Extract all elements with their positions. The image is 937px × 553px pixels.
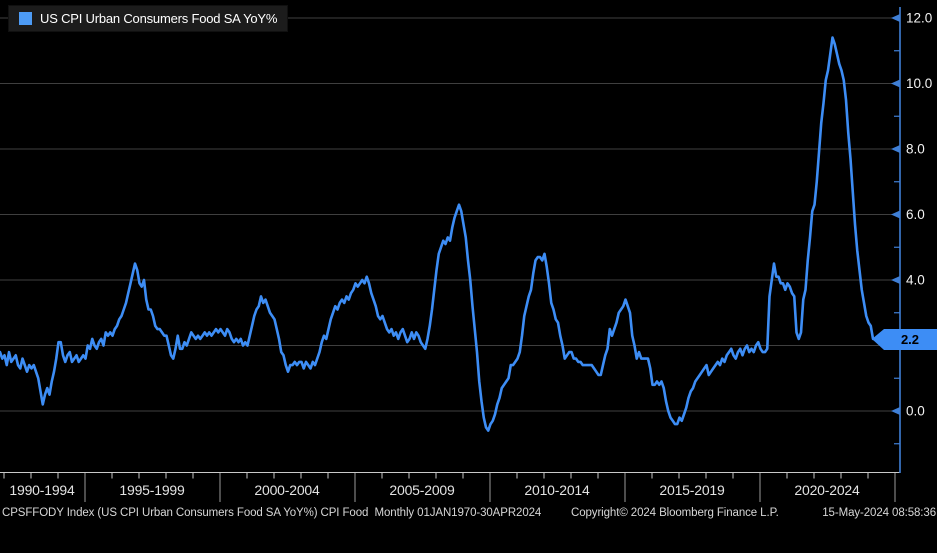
x-axis-label: 2010-2014	[524, 482, 590, 498]
footer-copyright: Copyright© 2024 Bloomberg Finance L.P.	[571, 507, 779, 519]
y-axis-label: 12.0	[906, 11, 932, 26]
y-axis-label: 4.0	[906, 273, 925, 288]
x-axis-label: 2020-2024	[794, 482, 860, 498]
y-tick-arrow-icon	[891, 145, 900, 153]
legend-swatch-icon	[19, 12, 32, 25]
series-line[interactable]	[0, 36, 879, 432]
y-tick-arrow-icon	[891, 79, 900, 88]
footer: CPSFFODY Index (US CPI Urban Consumers F…	[0, 505, 937, 522]
x-axis-label: 1995-1999	[119, 482, 185, 498]
footer-timestamp: 15-May-2024 08:58:36	[822, 507, 936, 519]
last-value-badge	[872, 329, 937, 350]
footer-ticker-info: CPSFFODY Index (US CPI Urban Consumers F…	[2, 507, 542, 519]
y-tick-arrow-icon	[891, 276, 900, 284]
y-axis-label: 0.0	[906, 404, 925, 419]
y-axis-label: 8.0	[906, 142, 925, 157]
cpi-food-yoy-chart[interactable]: 0.02.04.06.08.010.012.01990-19941995-199…	[0, 0, 937, 522]
last-value-label: 2.2	[901, 332, 919, 347]
x-axis-label: 1990-1994	[9, 482, 75, 498]
y-tick-arrow-icon	[891, 407, 900, 415]
x-axis-label: 2005-2009	[389, 482, 455, 498]
x-axis-label: 2015-2019	[659, 482, 725, 498]
y-tick-arrow-icon	[891, 14, 900, 22]
y-axis-label: 6.0	[906, 207, 925, 222]
x-axis-label: 2000-2004	[254, 482, 320, 498]
y-axis-label: 10.0	[906, 76, 932, 91]
bloomberg-chart-window: { "legend": { "label": "US CPI Urban Con…	[0, 0, 937, 522]
legend[interactable]: US CPI Urban Consumers Food SA YoY%	[8, 5, 289, 32]
y-tick-arrow-icon	[891, 210, 900, 219]
legend-label: US CPI Urban Consumers Food SA YoY%	[40, 11, 278, 26]
